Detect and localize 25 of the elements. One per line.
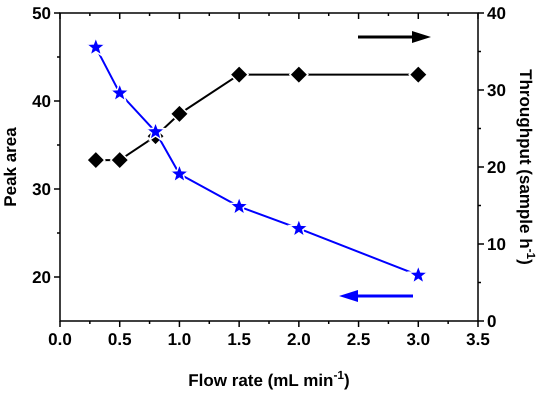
y2-tick-label: 40 — [487, 4, 506, 23]
x-tick-label: 3.5 — [466, 330, 490, 349]
point — [289, 64, 309, 84]
y2-tick-label: 10 — [487, 235, 506, 254]
x-tick-label: 1.0 — [168, 330, 192, 349]
y-tick-label: 20 — [32, 268, 51, 287]
point — [86, 150, 106, 170]
x-tick-label: 0.0 — [48, 330, 72, 349]
x-tick-label: 3.0 — [406, 330, 430, 349]
y2-tick-label: 0 — [487, 312, 496, 331]
x-axis-title: Flow rate (mL min$^{-1}$) — [188, 368, 350, 390]
y2-tick-label: 30 — [487, 81, 506, 100]
y-tick-label: 30 — [32, 180, 51, 199]
point — [229, 64, 249, 84]
y-tick-label: 50 — [32, 4, 51, 23]
point — [408, 64, 428, 84]
y2-tick-label: 20 — [487, 158, 506, 177]
x-tick-label: 2.0 — [287, 330, 311, 349]
x-tick-label: 0.5 — [108, 330, 132, 349]
x-tick-label: 2.5 — [346, 330, 370, 349]
point — [110, 150, 130, 170]
point — [170, 104, 190, 124]
y-axis-title: Peak area — [1, 126, 20, 207]
x-tick-label: 1.5 — [227, 330, 251, 349]
y-tick-label: 40 — [32, 92, 51, 111]
